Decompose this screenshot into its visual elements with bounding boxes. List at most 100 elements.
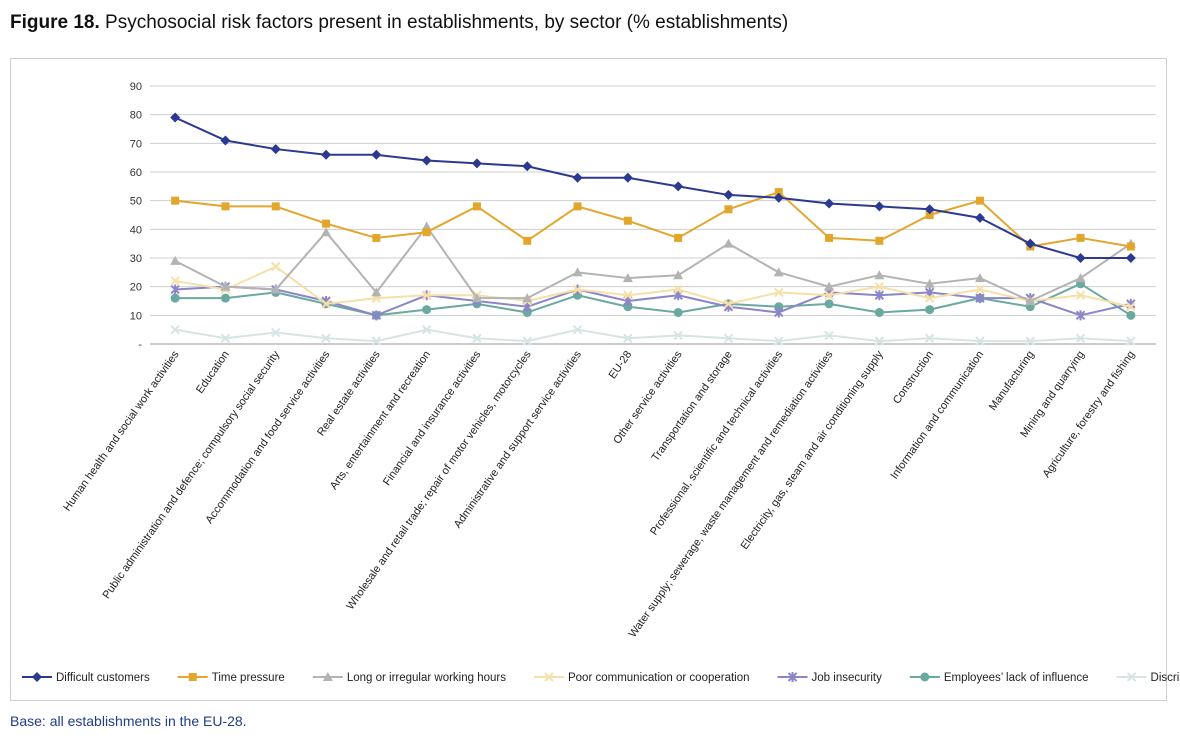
data-point-discrimination [874, 336, 885, 346]
legend-swatch-marker [1126, 672, 1137, 682]
data-point-discrimination [321, 333, 331, 343]
data-point-difficult-customers [773, 192, 784, 203]
data-point-time-pressure [1126, 242, 1135, 251]
data-point-discrimination [220, 333, 231, 343]
data-point-discrimination [1025, 336, 1035, 346]
x-tick-label-eu-28: EU-28 [607, 349, 635, 381]
data-point-discrimination [1075, 333, 1086, 343]
data-point-long-or-irregular-working-hours [572, 267, 583, 277]
legend-label: Difficult customers [56, 672, 150, 684]
data-point-employees-lack-of-influence [422, 305, 432, 315]
y-tick-label: 40 [130, 224, 142, 236]
data-point-employees-lack-of-influence [874, 307, 884, 317]
x-tick-label-manufacturing: Manufacturing [987, 349, 1037, 413]
legend-item-employees-lack-of-influence: Employees’ lack of influence [909, 672, 1089, 684]
series-layer [170, 112, 1136, 346]
figure-title: Figure 18. Psychosocial risk factors pre… [10, 12, 788, 34]
data-point-discrimination [572, 324, 583, 335]
data-point-difficult-customers [371, 149, 382, 160]
x-tick-label-information-and-communication: Information and communication [889, 349, 987, 482]
data-point-time-pressure [322, 219, 331, 228]
data-point-difficult-customers [1025, 238, 1036, 249]
data-point-poor-communication-or-cooperation [673, 284, 683, 295]
data-point-time-pressure [825, 233, 834, 242]
y-tick-label: - [138, 339, 142, 351]
y-tick-label: 30 [130, 253, 142, 265]
data-point-long-or-irregular-working-hours [874, 270, 885, 280]
data-point-difficult-customers [723, 189, 734, 200]
series-line-discrimination [174, 328, 1131, 343]
y-tick-label: 10 [130, 310, 142, 322]
series-time-pressure [171, 188, 1135, 251]
chart-frame [10, 58, 1167, 701]
legend-swatch-marker [322, 672, 333, 681]
data-point-long-or-irregular-working-hours [974, 273, 985, 283]
data-point-time-pressure [372, 233, 381, 242]
data-point-discrimination [924, 333, 935, 343]
legend-label: Employees’ lack of influence [944, 672, 1089, 684]
data-point-difficult-customers [170, 112, 181, 123]
x-tick-label-education: Education [194, 349, 232, 396]
data-point-long-or-irregular-working-hours [522, 293, 533, 303]
legend-swatch-marker [188, 673, 197, 681]
data-point-poor-communication-or-cooperation [774, 287, 784, 298]
data-point-job-insecurity [371, 310, 382, 321]
legend-label: Long or irregular working hours [347, 672, 506, 684]
grid-layer [150, 85, 1156, 345]
series-line-poor-communication-or-cooperation [174, 265, 1132, 308]
data-point-long-or-irregular-working-hours [824, 281, 835, 291]
data-point-discrimination [421, 324, 432, 335]
data-point-time-pressure [171, 196, 180, 205]
data-point-long-or-irregular-working-hours [1075, 273, 1086, 283]
data-point-discrimination [975, 336, 985, 346]
data-point-time-pressure [1076, 233, 1085, 242]
legend-item-time-pressure: Time pressure [177, 672, 285, 684]
series-line-time-pressure [175, 191, 1132, 248]
data-point-long-or-irregular-working-hours [321, 227, 332, 237]
data-point-discrimination [522, 336, 532, 346]
data-point-time-pressure [523, 236, 532, 245]
data-point-difficult-customers [1075, 253, 1086, 263]
data-point-employees-lack-of-influence [673, 307, 683, 317]
data-point-discrimination [472, 333, 482, 343]
data-point-discrimination [723, 333, 734, 343]
data-point-discrimination [673, 330, 683, 341]
legend-swatch-marker [920, 672, 930, 682]
data-point-job-insecurity [1075, 310, 1086, 321]
figure-label: Figure 18. [10, 12, 100, 33]
data-point-difficult-customers [673, 181, 684, 192]
series-discrimination [170, 324, 1136, 346]
data-point-job-insecurity [170, 284, 180, 295]
y-tick-label: 20 [130, 282, 142, 294]
legend-item-poor-communication-or-cooperation: Poor communication or cooperation [533, 672, 750, 684]
data-point-poor-communication-or-cooperation [874, 281, 885, 292]
data-point-time-pressure [724, 205, 733, 214]
x-tick-label-human-health-and-social-work-activities: Human health and social work activities [61, 348, 182, 513]
x-tick-label-public-administration-and-defence-compulsory-social-security: Public administration and defence; compu… [101, 348, 283, 601]
data-point-difficult-customers [924, 204, 935, 215]
data-point-employees-lack-of-influence [170, 293, 180, 303]
y-tick-label: 80 [130, 110, 142, 122]
data-point-difficult-customers [874, 201, 885, 212]
data-point-long-or-irregular-working-hours [723, 238, 734, 248]
data-point-discrimination [824, 330, 834, 341]
data-point-discrimination [623, 333, 633, 343]
data-point-difficult-customers [824, 198, 835, 209]
legend-swatch-marker [544, 672, 554, 682]
data-point-difficult-customers [270, 144, 281, 155]
data-point-job-insecurity [774, 307, 784, 318]
data-point-long-or-irregular-working-hours [471, 293, 482, 303]
legend-item-discrimination: Discrimination [1116, 672, 1180, 684]
data-point-long-or-irregular-working-hours [673, 270, 684, 280]
data-point-long-or-irregular-working-hours [371, 287, 382, 297]
data-point-time-pressure [774, 188, 783, 197]
data-point-poor-communication-or-cooperation [321, 299, 331, 309]
data-point-employees-lack-of-influence [220, 293, 230, 303]
legend-swatch-marker [32, 672, 42, 682]
data-point-difficult-customers [421, 155, 432, 166]
data-point-time-pressure [674, 233, 683, 242]
data-point-long-or-irregular-working-hours [773, 267, 784, 277]
legend-label: Job insecurity [812, 672, 883, 684]
data-point-poor-communication-or-cooperation [170, 276, 180, 286]
y-tick-label: 60 [130, 167, 142, 179]
